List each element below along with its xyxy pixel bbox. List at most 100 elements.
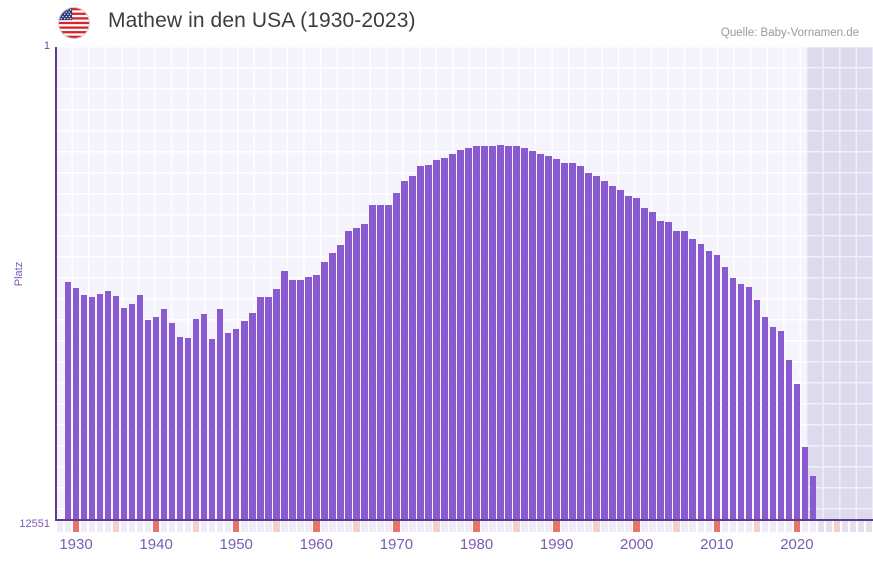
x-axis-tick bbox=[793, 521, 801, 532]
x-axis-tick bbox=[601, 521, 608, 532]
y-axis-top-label: 1 bbox=[43, 40, 50, 52]
x-axis-tick bbox=[569, 521, 576, 532]
bar bbox=[136, 295, 144, 519]
bar bbox=[433, 159, 440, 519]
x-axis-tick bbox=[200, 521, 208, 532]
x-axis-tick bbox=[737, 521, 745, 532]
bar bbox=[769, 327, 777, 519]
x-axis-tick bbox=[361, 521, 368, 532]
bar bbox=[777, 330, 785, 519]
x-axis-tick bbox=[857, 521, 865, 532]
x-axis-tick bbox=[297, 521, 304, 532]
x-axis-tick-label: 1960 bbox=[299, 536, 333, 553]
bar bbox=[200, 313, 208, 519]
x-axis-tick-label: 1980 bbox=[459, 536, 494, 553]
bar bbox=[72, 288, 80, 519]
x-axis-tick bbox=[545, 521, 552, 532]
bar bbox=[673, 230, 681, 519]
bar bbox=[633, 198, 640, 519]
bar bbox=[569, 163, 576, 519]
bar bbox=[168, 323, 176, 519]
bar bbox=[721, 266, 729, 519]
x-axis-tick bbox=[256, 521, 264, 532]
x-axis-tick bbox=[777, 521, 785, 532]
x-axis-tick bbox=[457, 521, 464, 532]
bar bbox=[128, 303, 136, 519]
x-axis-tick bbox=[216, 521, 224, 532]
x-axis-tick-label: 1940 bbox=[139, 536, 173, 553]
x-axis-tick bbox=[329, 521, 336, 532]
x-axis-tick bbox=[401, 521, 408, 532]
x-axis-tick bbox=[56, 521, 64, 532]
x-axis-tick bbox=[681, 521, 689, 532]
bar bbox=[649, 211, 656, 519]
bar bbox=[657, 221, 665, 519]
bar bbox=[409, 176, 416, 519]
x-axis-tick bbox=[128, 521, 136, 532]
x-axis-tick bbox=[689, 521, 697, 532]
bar bbox=[753, 300, 761, 519]
plot-area bbox=[56, 47, 873, 519]
x-axis-tick bbox=[64, 521, 72, 532]
x-axis-tick bbox=[809, 521, 817, 532]
x-axis-tick bbox=[537, 521, 544, 532]
bar bbox=[497, 144, 504, 519]
x-axis-tick bbox=[393, 521, 400, 532]
x-axis-tick bbox=[641, 521, 648, 532]
bar bbox=[713, 254, 721, 519]
bar bbox=[521, 147, 528, 519]
x-axis-tick bbox=[369, 521, 376, 532]
bar bbox=[617, 190, 624, 519]
y-axis-line bbox=[55, 47, 57, 520]
bar bbox=[705, 250, 713, 519]
bar bbox=[745, 287, 753, 519]
x-axis-tick bbox=[729, 521, 737, 532]
bar bbox=[793, 383, 801, 519]
x-axis-tick bbox=[144, 521, 152, 532]
x-axis-tick bbox=[769, 521, 777, 532]
bar bbox=[505, 145, 512, 519]
x-axis-tick bbox=[593, 521, 600, 532]
x-axis-tick bbox=[417, 521, 424, 532]
bar bbox=[192, 318, 200, 519]
us-flag-icon bbox=[58, 7, 90, 39]
x-axis-tick bbox=[88, 521, 96, 532]
bar bbox=[601, 181, 608, 519]
x-axis-tick bbox=[120, 521, 128, 532]
x-axis-tick bbox=[345, 521, 352, 532]
bar bbox=[417, 165, 424, 519]
bar bbox=[729, 278, 737, 519]
bar bbox=[112, 295, 120, 519]
x-axis-tick bbox=[497, 521, 504, 532]
x-axis-tick bbox=[561, 521, 568, 532]
bar bbox=[785, 359, 793, 519]
bar-series bbox=[56, 47, 873, 519]
bar bbox=[529, 150, 536, 519]
x-axis-tick bbox=[505, 521, 512, 532]
x-axis-tick bbox=[609, 521, 616, 532]
bar bbox=[224, 332, 232, 519]
x-axis-tick bbox=[825, 521, 833, 532]
bar bbox=[609, 186, 616, 519]
bar bbox=[545, 156, 552, 519]
bar bbox=[625, 196, 632, 519]
x-axis-tick bbox=[264, 521, 272, 532]
x-axis-tick bbox=[184, 521, 192, 532]
bar bbox=[144, 320, 152, 519]
x-axis-tick bbox=[489, 521, 496, 532]
x-axis-tick bbox=[104, 521, 112, 532]
x-axis-tick bbox=[697, 521, 705, 532]
bar bbox=[425, 164, 432, 519]
bar bbox=[104, 290, 112, 519]
x-axis-tick bbox=[649, 521, 656, 532]
x-axis-tick bbox=[865, 521, 873, 532]
x-axis-tick bbox=[168, 521, 176, 532]
x-axis-tick bbox=[449, 521, 456, 532]
x-axis-tick bbox=[481, 521, 488, 532]
bar bbox=[393, 193, 400, 519]
x-axis-tick bbox=[801, 521, 809, 532]
x-axis-tick bbox=[337, 521, 344, 532]
x-axis-tick bbox=[849, 521, 857, 532]
bar bbox=[152, 317, 160, 519]
bar bbox=[88, 296, 96, 519]
